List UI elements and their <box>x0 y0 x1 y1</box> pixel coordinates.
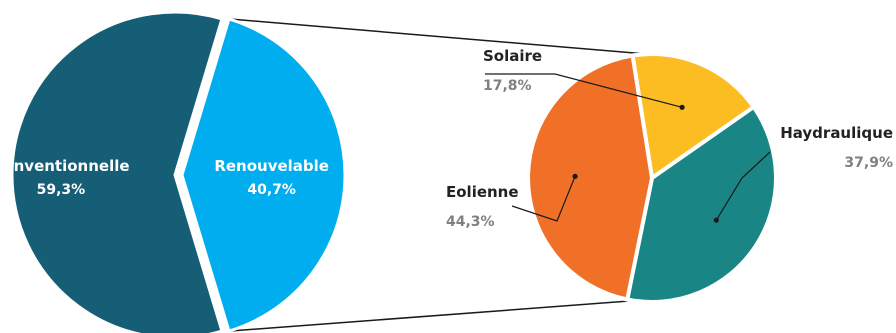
slice-conventionnelle <box>10 10 224 333</box>
label-solaire: Solaire <box>483 47 542 65</box>
slice-eolienne <box>526 53 655 302</box>
value-eolienne: 44,3% <box>446 214 495 230</box>
leader-dot-haydraulique <box>713 217 719 223</box>
main-pie-labels: Conventionnelle 59,3% Renouvelable 40,7% <box>0 157 329 198</box>
slice-renouvelable <box>180 17 347 333</box>
label-eolienne: Eolienne <box>446 183 519 201</box>
value-haydraulique: 37,9% <box>844 155 893 171</box>
label-renouvelable: Renouvelable <box>214 157 329 175</box>
leader-dot-eolienne <box>572 173 578 179</box>
value-conventionnelle: 59,3% <box>37 182 86 198</box>
connector-lines <box>228 18 671 332</box>
label-haydraulique: Haydraulique <box>780 124 893 142</box>
connector-line-top <box>228 18 671 57</box>
sub-pie <box>526 52 778 304</box>
value-renouvelable: 40,7% <box>247 182 296 198</box>
slice-solaire <box>630 52 757 182</box>
label-conventionnelle: Conventionnelle <box>0 157 130 175</box>
main-pie <box>10 10 347 333</box>
leader-line-solaire <box>485 73 683 108</box>
slice-haydraulique <box>624 104 778 304</box>
leader-line-haydraulique <box>715 151 771 221</box>
leader-line-eolienne <box>511 176 576 222</box>
leader-dot-solaire <box>679 104 685 110</box>
value-solaire: 17,8% <box>483 78 532 94</box>
sub-pie-labels: Solaire 17,8% Haydraulique 37,9% Eolienne 44,… <box>446 47 893 230</box>
connector-line-bottom <box>228 297 671 332</box>
